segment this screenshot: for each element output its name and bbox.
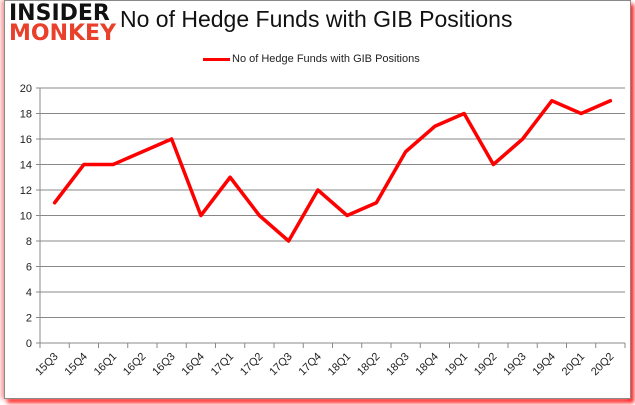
y-tick-label: 0 bbox=[26, 338, 32, 350]
x-tick-label: 19Q2 bbox=[472, 351, 500, 379]
y-tick-label: 2 bbox=[26, 313, 32, 325]
x-tick-label: 17Q3 bbox=[267, 351, 295, 379]
logo-line1: INSIDER bbox=[9, 1, 110, 26]
y-tick-label: 18 bbox=[20, 109, 32, 121]
legend: No of Hedge Funds with GIB Positions bbox=[203, 53, 420, 65]
y-tick-label: 8 bbox=[26, 236, 32, 248]
x-tick-label: 19Q1 bbox=[443, 351, 471, 379]
chart-title: No of Hedge Funds with GIB Positions bbox=[120, 6, 513, 32]
chart-frame bbox=[4, 0, 631, 399]
x-tick-label: 18Q1 bbox=[326, 351, 354, 379]
legend-swatch bbox=[203, 57, 230, 61]
x-tick-label: 15Q3 bbox=[33, 351, 61, 379]
x-tick-label: 20Q1 bbox=[560, 351, 588, 379]
x-tick-label: 17Q2 bbox=[238, 351, 266, 379]
x-tick-label: 16Q3 bbox=[150, 351, 178, 379]
y-tick-label: 10 bbox=[20, 211, 32, 223]
x-tick-label: 17Q1 bbox=[209, 351, 237, 379]
y-tick-label: 20 bbox=[20, 83, 32, 95]
y-tick-label: 16 bbox=[20, 134, 32, 146]
logo-line2: MONKEY bbox=[9, 21, 117, 46]
y-tick-label: 6 bbox=[26, 262, 32, 274]
x-tick-label: 16Q2 bbox=[121, 351, 149, 379]
data-line bbox=[52, 99, 613, 243]
x-tick-label: 18Q4 bbox=[413, 351, 441, 379]
x-tick-label: 17Q4 bbox=[296, 351, 324, 379]
x-tick-label: 15Q4 bbox=[62, 351, 90, 379]
legend-label: No of Hedge Funds with GIB Positions bbox=[232, 53, 420, 65]
insider-monkey-logo: INSIDER MONKEY bbox=[9, 1, 117, 46]
x-tick-label: 16Q4 bbox=[179, 351, 207, 379]
x-tick-label: 19Q3 bbox=[501, 351, 529, 379]
x-tick-label: 18Q3 bbox=[384, 351, 412, 379]
y-tick-label: 14 bbox=[20, 160, 32, 172]
y-tick-label: 4 bbox=[26, 287, 32, 299]
y-tick-label: 12 bbox=[20, 185, 32, 197]
x-tick-label: 20Q2 bbox=[589, 351, 617, 379]
x-tick-label: 19Q4 bbox=[530, 351, 558, 379]
x-tick-label: 16Q1 bbox=[92, 351, 120, 379]
x-tick-label: 18Q2 bbox=[355, 351, 383, 379]
